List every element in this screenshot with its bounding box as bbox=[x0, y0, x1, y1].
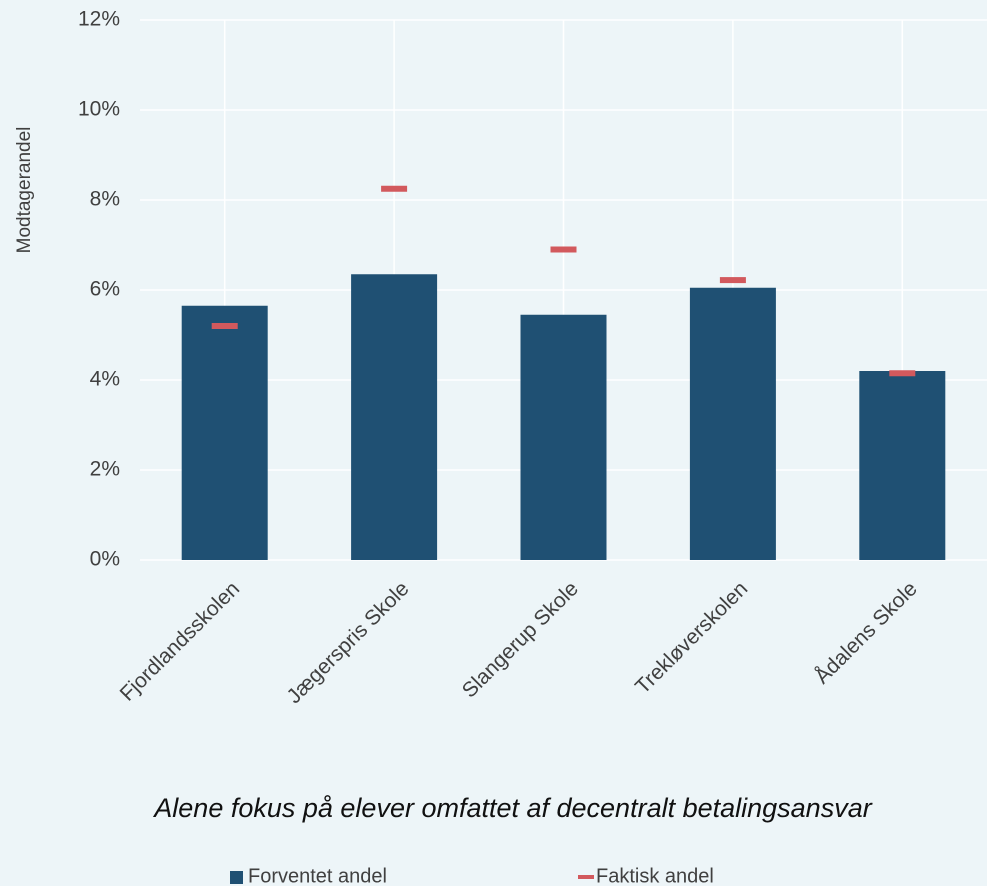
bar bbox=[520, 314, 607, 560]
y-tick-label: 8% bbox=[90, 188, 120, 211]
bar bbox=[689, 287, 776, 560]
bar bbox=[351, 274, 438, 560]
bar bbox=[181, 305, 268, 560]
y-axis-label: Modtagerandel bbox=[14, 127, 35, 254]
marker bbox=[889, 370, 916, 377]
bar bbox=[859, 371, 946, 560]
marker bbox=[719, 277, 746, 284]
y-tick-label: 12% bbox=[78, 8, 120, 31]
y-tick-label: 6% bbox=[90, 278, 120, 301]
subtitle: Alene fokus på elever omfattet af decent… bbox=[152, 793, 872, 823]
y-tick-label: 2% bbox=[90, 458, 120, 481]
y-tick-label: 0% bbox=[90, 548, 120, 571]
legend-swatch bbox=[578, 875, 594, 879]
legend-label: Forventet andel bbox=[248, 865, 387, 886]
y-tick-label: 10% bbox=[78, 98, 120, 121]
marker bbox=[211, 323, 238, 329]
legend-swatch bbox=[230, 871, 243, 884]
y-tick-label: 4% bbox=[90, 368, 120, 391]
marker bbox=[381, 185, 408, 192]
marker bbox=[550, 246, 577, 253]
legend-label: Faktisk andel bbox=[596, 865, 714, 886]
